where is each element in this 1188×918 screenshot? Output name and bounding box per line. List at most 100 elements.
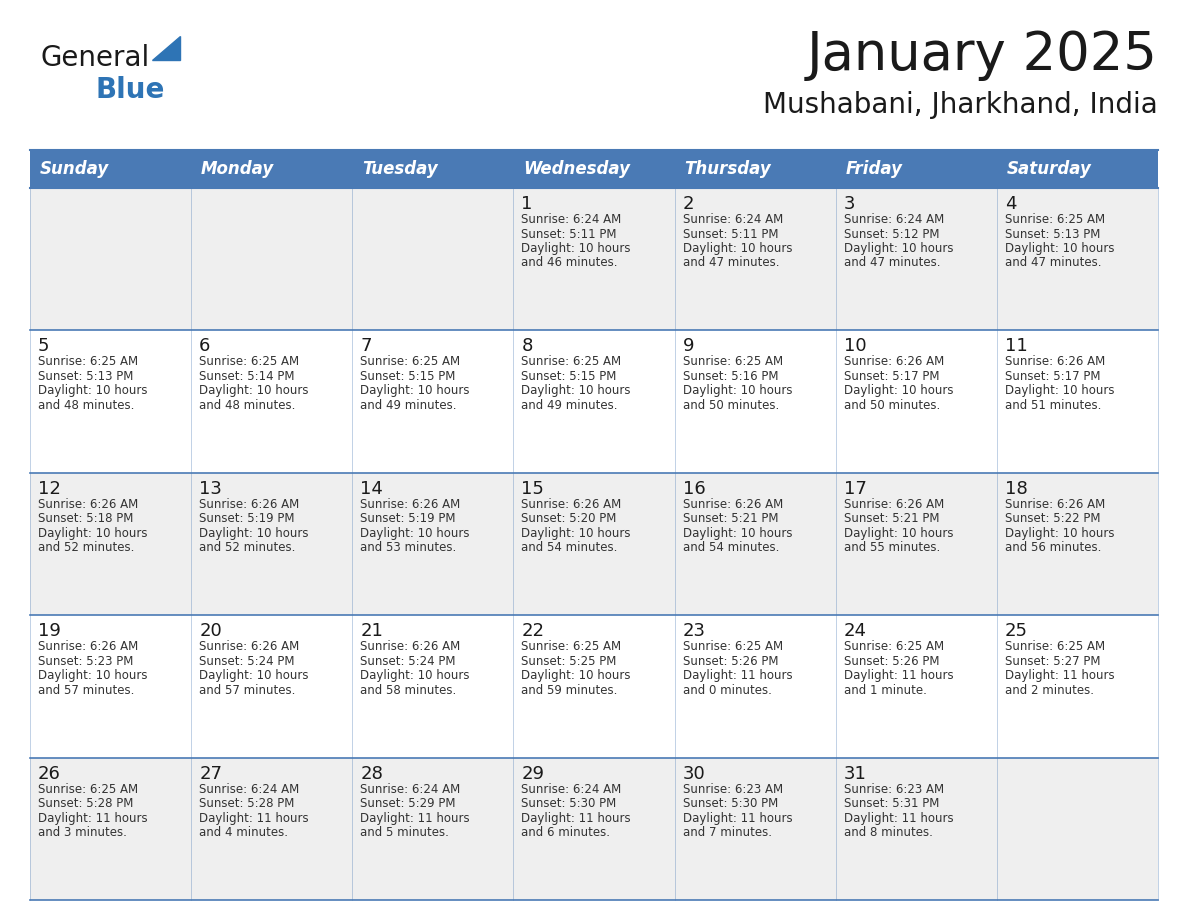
Text: Sunrise: 6:25 AM: Sunrise: 6:25 AM xyxy=(522,640,621,654)
Polygon shape xyxy=(152,36,181,60)
Text: Daylight: 10 hours: Daylight: 10 hours xyxy=(360,385,469,397)
Text: and 47 minutes.: and 47 minutes. xyxy=(843,256,940,270)
Text: 29: 29 xyxy=(522,765,544,783)
Text: Daylight: 10 hours: Daylight: 10 hours xyxy=(522,669,631,682)
Text: 25: 25 xyxy=(1005,622,1028,640)
Text: and 59 minutes.: and 59 minutes. xyxy=(522,684,618,697)
Text: 14: 14 xyxy=(360,480,384,498)
Text: and 54 minutes.: and 54 minutes. xyxy=(522,542,618,554)
Text: Sunrise: 6:26 AM: Sunrise: 6:26 AM xyxy=(1005,355,1105,368)
Text: and 53 minutes.: and 53 minutes. xyxy=(360,542,456,554)
Text: 7: 7 xyxy=(360,338,372,355)
Text: Daylight: 10 hours: Daylight: 10 hours xyxy=(1005,385,1114,397)
Text: and 8 minutes.: and 8 minutes. xyxy=(843,826,933,839)
Text: and 3 minutes.: and 3 minutes. xyxy=(38,826,127,839)
Text: and 0 minutes.: and 0 minutes. xyxy=(683,684,771,697)
Text: 20: 20 xyxy=(200,622,222,640)
Text: Sunrise: 6:26 AM: Sunrise: 6:26 AM xyxy=(360,640,461,654)
Text: Sunset: 5:13 PM: Sunset: 5:13 PM xyxy=(38,370,133,383)
Text: Sunset: 5:30 PM: Sunset: 5:30 PM xyxy=(683,797,778,810)
Text: Sunrise: 6:25 AM: Sunrise: 6:25 AM xyxy=(1005,213,1105,226)
Text: 12: 12 xyxy=(38,480,61,498)
Text: Sunset: 5:24 PM: Sunset: 5:24 PM xyxy=(200,655,295,667)
Text: Sunrise: 6:25 AM: Sunrise: 6:25 AM xyxy=(522,355,621,368)
Text: Daylight: 10 hours: Daylight: 10 hours xyxy=(1005,242,1114,255)
Text: 3: 3 xyxy=(843,195,855,213)
Bar xyxy=(30,188,1158,330)
Text: Sunrise: 6:25 AM: Sunrise: 6:25 AM xyxy=(843,640,943,654)
Text: 8: 8 xyxy=(522,338,532,355)
Text: Sunset: 5:19 PM: Sunset: 5:19 PM xyxy=(200,512,295,525)
Text: Sunrise: 6:26 AM: Sunrise: 6:26 AM xyxy=(38,498,138,510)
Text: Sunset: 5:15 PM: Sunset: 5:15 PM xyxy=(360,370,456,383)
Text: Sunrise: 6:26 AM: Sunrise: 6:26 AM xyxy=(200,498,299,510)
Text: Sunrise: 6:26 AM: Sunrise: 6:26 AM xyxy=(843,498,944,510)
Text: Sunset: 5:21 PM: Sunset: 5:21 PM xyxy=(683,512,778,525)
Text: Sunrise: 6:26 AM: Sunrise: 6:26 AM xyxy=(200,640,299,654)
Text: Sunset: 5:14 PM: Sunset: 5:14 PM xyxy=(200,370,295,383)
Text: Sunset: 5:29 PM: Sunset: 5:29 PM xyxy=(360,797,456,810)
Text: Daylight: 10 hours: Daylight: 10 hours xyxy=(38,669,147,682)
Text: Sunset: 5:27 PM: Sunset: 5:27 PM xyxy=(1005,655,1100,667)
Text: and 52 minutes.: and 52 minutes. xyxy=(200,542,296,554)
Text: Sunrise: 6:26 AM: Sunrise: 6:26 AM xyxy=(1005,498,1105,510)
Text: 31: 31 xyxy=(843,765,866,783)
Text: Sunrise: 6:26 AM: Sunrise: 6:26 AM xyxy=(360,498,461,510)
Text: 23: 23 xyxy=(683,622,706,640)
Text: and 55 minutes.: and 55 minutes. xyxy=(843,542,940,554)
Text: Sunset: 5:17 PM: Sunset: 5:17 PM xyxy=(1005,370,1100,383)
Text: Sunset: 5:20 PM: Sunset: 5:20 PM xyxy=(522,512,617,525)
Text: and 56 minutes.: and 56 minutes. xyxy=(1005,542,1101,554)
Text: 11: 11 xyxy=(1005,338,1028,355)
Text: Sunrise: 6:25 AM: Sunrise: 6:25 AM xyxy=(38,355,138,368)
Text: Sunset: 5:30 PM: Sunset: 5:30 PM xyxy=(522,797,617,810)
Text: Daylight: 10 hours: Daylight: 10 hours xyxy=(843,242,953,255)
Text: Sunrise: 6:25 AM: Sunrise: 6:25 AM xyxy=(360,355,461,368)
Text: and 57 minutes.: and 57 minutes. xyxy=(38,684,134,697)
Text: Sunrise: 6:23 AM: Sunrise: 6:23 AM xyxy=(843,783,943,796)
Text: Sunrise: 6:24 AM: Sunrise: 6:24 AM xyxy=(843,213,944,226)
Text: Sunrise: 6:24 AM: Sunrise: 6:24 AM xyxy=(683,213,783,226)
Text: Daylight: 10 hours: Daylight: 10 hours xyxy=(522,242,631,255)
Text: and 58 minutes.: and 58 minutes. xyxy=(360,684,456,697)
Text: Daylight: 10 hours: Daylight: 10 hours xyxy=(683,242,792,255)
Text: and 51 minutes.: and 51 minutes. xyxy=(1005,399,1101,412)
Bar xyxy=(30,473,1158,615)
Text: Daylight: 11 hours: Daylight: 11 hours xyxy=(683,812,792,824)
Text: Daylight: 10 hours: Daylight: 10 hours xyxy=(200,669,309,682)
Text: and 57 minutes.: and 57 minutes. xyxy=(200,684,296,697)
Text: Daylight: 10 hours: Daylight: 10 hours xyxy=(522,527,631,540)
Text: Sunrise: 6:25 AM: Sunrise: 6:25 AM xyxy=(200,355,299,368)
Text: Daylight: 10 hours: Daylight: 10 hours xyxy=(683,385,792,397)
Text: 22: 22 xyxy=(522,622,544,640)
Text: Thursday: Thursday xyxy=(684,160,771,178)
Text: Sunset: 5:13 PM: Sunset: 5:13 PM xyxy=(1005,228,1100,241)
Text: and 2 minutes.: and 2 minutes. xyxy=(1005,684,1094,697)
Text: Daylight: 10 hours: Daylight: 10 hours xyxy=(360,527,469,540)
Text: 18: 18 xyxy=(1005,480,1028,498)
Text: and 50 minutes.: and 50 minutes. xyxy=(683,399,779,412)
Text: Daylight: 10 hours: Daylight: 10 hours xyxy=(360,669,469,682)
Text: and 47 minutes.: and 47 minutes. xyxy=(683,256,779,270)
Text: Friday: Friday xyxy=(846,160,903,178)
Text: and 1 minute.: and 1 minute. xyxy=(843,684,927,697)
Text: Daylight: 10 hours: Daylight: 10 hours xyxy=(843,385,953,397)
Text: Sunset: 5:11 PM: Sunset: 5:11 PM xyxy=(522,228,617,241)
Text: 2: 2 xyxy=(683,195,694,213)
Text: Mushabani, Jharkhand, India: Mushabani, Jharkhand, India xyxy=(763,91,1158,119)
Text: Sunrise: 6:24 AM: Sunrise: 6:24 AM xyxy=(200,783,299,796)
Text: 1: 1 xyxy=(522,195,532,213)
Text: Sunrise: 6:23 AM: Sunrise: 6:23 AM xyxy=(683,783,783,796)
Text: 5: 5 xyxy=(38,338,50,355)
Text: Daylight: 10 hours: Daylight: 10 hours xyxy=(683,527,792,540)
Text: General: General xyxy=(40,44,150,72)
Text: 24: 24 xyxy=(843,622,867,640)
Text: Sunset: 5:31 PM: Sunset: 5:31 PM xyxy=(843,797,939,810)
Text: Sunday: Sunday xyxy=(40,160,109,178)
Text: Sunset: 5:21 PM: Sunset: 5:21 PM xyxy=(843,512,940,525)
Text: Tuesday: Tuesday xyxy=(362,160,438,178)
Text: 27: 27 xyxy=(200,765,222,783)
Text: Daylight: 10 hours: Daylight: 10 hours xyxy=(1005,527,1114,540)
Text: and 49 minutes.: and 49 minutes. xyxy=(522,399,618,412)
Text: Sunset: 5:25 PM: Sunset: 5:25 PM xyxy=(522,655,617,667)
